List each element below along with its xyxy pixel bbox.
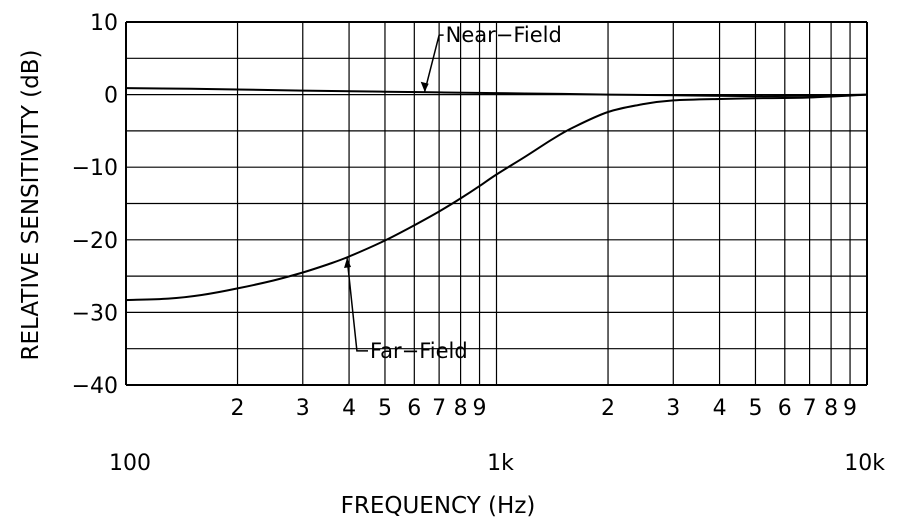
x-minor-tick-label: 5 — [378, 396, 392, 421]
x-minor-tick-label: 8 — [824, 396, 838, 421]
series-line — [125, 87, 868, 98]
x-minor-tick-label: 4 — [342, 396, 356, 421]
near-field-label: Near−Field — [446, 23, 562, 47]
y-tick-label: 10 — [90, 11, 118, 36]
far-field-arrowhead — [344, 257, 352, 268]
x-minor-tick-label: 7 — [803, 396, 817, 421]
x-minor-tick-label: 6 — [778, 396, 792, 421]
y-tick-label: −40 — [72, 374, 118, 399]
series-lines — [125, 87, 868, 302]
y-tick-label: 0 — [104, 84, 118, 109]
y-tick-label: −20 — [72, 229, 118, 254]
x-minor-tick-label: 4 — [713, 396, 727, 421]
grid — [125, 21, 868, 386]
x-minor-tick-label: 5 — [748, 396, 762, 421]
x-minor-tick-label: 8 — [454, 396, 468, 421]
x-minor-tick-label: 7 — [432, 396, 446, 421]
y-axis-title: RELATIVE SENSITIVITY (dB) — [18, 49, 44, 360]
y-tick-label: −30 — [72, 301, 118, 326]
x-decade-label: 100 — [109, 451, 151, 476]
series-line — [125, 93, 868, 302]
near-field-leader — [423, 34, 444, 92]
annotations: Near−Field Far−Field — [344, 23, 562, 363]
x-minor-tick-label: 6 — [407, 396, 421, 421]
far-field-label: Far−Field — [370, 339, 468, 363]
near-field-arrowhead — [420, 81, 429, 92]
y-tick-label: −10 — [72, 156, 118, 181]
x-decade-label: 10k — [844, 451, 885, 476]
far-field-leader — [346, 257, 369, 352]
x-minor-tick-label: 2 — [231, 396, 245, 421]
x-minor-tick-label: 9 — [473, 396, 487, 421]
x-axis-title: FREQUENCY (Hz) — [341, 493, 536, 519]
x-minor-tick-label: 9 — [843, 396, 857, 421]
x-decade-label: 1k — [487, 451, 514, 476]
x-minor-tick-label: 3 — [666, 396, 680, 421]
x-minor-tick-label: 3 — [296, 396, 310, 421]
x-minor-tick-label: 2 — [601, 396, 615, 421]
